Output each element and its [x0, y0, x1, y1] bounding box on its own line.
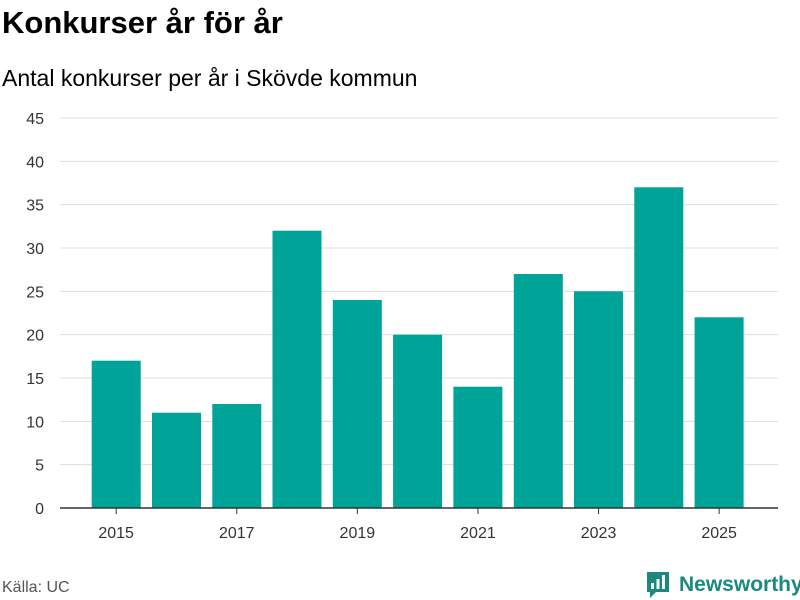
x-tick-label: 2015 [98, 525, 134, 542]
x-tick-label: 2025 [701, 525, 737, 542]
bar-2017 [212, 404, 262, 508]
bar-2022 [513, 274, 563, 508]
newsworthy-logo: Newsworthy [645, 570, 800, 600]
x-tick-label: 2017 [219, 525, 255, 542]
y-tick-label: 5 [35, 458, 44, 475]
bar-2016 [152, 412, 201, 508]
bar-2020 [393, 334, 443, 508]
y-tick-label: 15 [26, 371, 44, 388]
logo-text: Newsworthy [679, 573, 800, 596]
y-tick-label: 40 [26, 154, 44, 171]
y-tick-label: 30 [26, 241, 44, 258]
source-label: Källa: UC [2, 579, 70, 596]
bar-2015 [91, 360, 141, 508]
chart-subtitle: Antal konkurser per år i Skövde kommun [2, 65, 418, 91]
y-tick-label: 45 [26, 111, 44, 128]
bar-2019 [332, 300, 382, 508]
y-tick-label: 25 [26, 284, 44, 301]
newsworthy-logo-icon [647, 572, 669, 598]
bars [91, 187, 744, 509]
bar-2024 [634, 187, 684, 509]
x-tick-label: 2021 [460, 525, 496, 542]
y-tick-label: 10 [26, 414, 44, 431]
bar-2025 [694, 317, 744, 508]
y-tick-label: 20 [26, 328, 44, 345]
x-tick-label: 2023 [581, 525, 617, 542]
bar-2018 [272, 230, 322, 508]
bar-2021 [453, 386, 503, 508]
y-tick-label: 35 [26, 198, 44, 215]
y-axis-ticks: 0 5 10 15 20 25 30 35 40 45 [26, 111, 44, 518]
x-axis-ticks: 2015 2017 2019 2021 2023 2025 [98, 508, 737, 542]
x-tick-label: 2019 [340, 525, 376, 542]
y-tick-label: 0 [35, 501, 44, 518]
bar-2023 [574, 291, 623, 508]
chart-title: Konkurser år för år [2, 5, 283, 40]
